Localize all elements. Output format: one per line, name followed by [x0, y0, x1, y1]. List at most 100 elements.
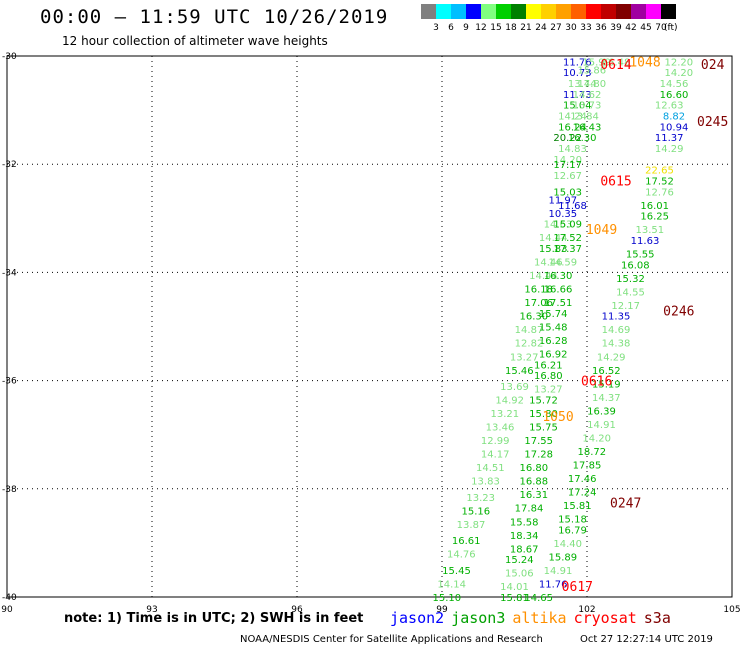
- wave-height-value: 15.16: [462, 506, 491, 517]
- wave-height-value: 16.18: [524, 285, 553, 296]
- wave-height-value: 14.51: [476, 463, 505, 474]
- satellite-label-s3a: s3a: [643, 609, 671, 627]
- wave-height-value: 15.48: [539, 323, 568, 334]
- wave-height-value: 16.25: [640, 212, 669, 223]
- wave-height-value: 13.74: [568, 79, 597, 90]
- wave-height-value: 13.27: [510, 352, 539, 363]
- wave-height-value: 14.24: [558, 112, 587, 123]
- wave-height-value: 14.46: [534, 258, 563, 269]
- pass-time-label: 1050: [542, 410, 573, 425]
- wave-height-value: 17.37: [553, 244, 582, 255]
- wave-height-value: 14.76: [447, 550, 476, 561]
- wave-height-value: 10.94: [660, 122, 689, 133]
- wave-height-value: 8.82: [663, 112, 685, 123]
- wave-height-value: 12.20: [665, 57, 694, 68]
- wave-height-value: 16.48: [602, 57, 631, 68]
- wave-height-value: 15.83: [539, 244, 568, 255]
- wave-height-value: 14.92: [495, 396, 524, 407]
- scale-label: 15: [490, 23, 502, 33]
- scale-swatch: [436, 4, 451, 19]
- pass-time-label: 0247: [610, 496, 641, 511]
- scale-swatch: [631, 4, 646, 19]
- pass-time-label: 0614: [600, 58, 631, 73]
- wave-height-value: 13.27: [534, 385, 563, 396]
- wave-height-value: 16.79: [558, 525, 587, 536]
- scale-swatch: [661, 4, 676, 19]
- scale-swatch: [646, 4, 661, 19]
- credit-line: NOAA/NESDIS Center for Satellite Applica…: [240, 634, 543, 645]
- wave-height-value: 16.31: [520, 490, 549, 501]
- scale-swatch: [451, 4, 466, 19]
- wave-height-value: 14.44: [539, 233, 568, 244]
- pass-time-label: 024: [701, 58, 725, 73]
- wave-height-value: 16.21: [534, 360, 563, 371]
- wave-height-value: 15.45: [442, 566, 471, 577]
- longitude-tick-label: 105: [723, 605, 740, 615]
- page-subtitle: 12 hour collection of altimeter wave hei…: [62, 34, 328, 48]
- scale-label: 45: [640, 23, 652, 33]
- scale-label: 24: [535, 23, 547, 33]
- wave-height-value: 17.17: [553, 160, 582, 171]
- latitude-tick-label: -40: [2, 593, 17, 603]
- satellite-legend: jason2 jason3 altika cryosat s3a: [390, 609, 678, 627]
- wave-height-value: 14.20: [582, 433, 611, 444]
- wave-height-value: 16.88: [520, 477, 549, 488]
- wave-height-value: 16.30: [568, 133, 597, 144]
- wave-height-value: 13.23: [466, 493, 495, 504]
- wave-height-value: 15.74: [539, 309, 568, 320]
- latitude-tick-label: -32: [2, 160, 17, 170]
- wave-height-value: 15.89: [549, 552, 578, 563]
- page-title: 00:00 – 11:59 UTC 10/26/2019: [40, 6, 389, 28]
- pass-time-label: 0245: [697, 115, 728, 130]
- wave-height-value: 15.24: [505, 555, 534, 566]
- wave-height-value: 14.01: [500, 582, 529, 593]
- wave-height-value: 15.75: [529, 423, 558, 434]
- wave-height-value: 14.56: [660, 79, 689, 90]
- scale-label: 36: [595, 23, 607, 33]
- wave-height-value: 15.55: [626, 249, 655, 260]
- wave-height-value: 16.80: [534, 371, 563, 382]
- wave-height-value: 14.29: [655, 144, 684, 155]
- wave-height-value: 12.63: [655, 101, 684, 112]
- wave-height-value: 10.35: [549, 209, 578, 220]
- wave-height-value: 14.91: [544, 566, 573, 577]
- wave-height-value: 13.83: [471, 477, 500, 488]
- wave-height-value: 18.34: [510, 531, 539, 542]
- wave-height-value: 15.18: [558, 515, 587, 526]
- scale-label: 9: [463, 23, 469, 33]
- wave-height-value: 15.81: [563, 501, 592, 512]
- scale-unit: (ft): [664, 23, 678, 33]
- satellite-label-jason3: jason3: [451, 609, 506, 627]
- wave-height-value: 14.29: [597, 352, 626, 363]
- pass-time-label: 0615: [600, 174, 631, 189]
- scale-label: 33: [580, 23, 592, 33]
- wave-height-value: 15.10: [433, 593, 462, 604]
- scale-swatch: [571, 4, 586, 19]
- wave-height-value: 16.43: [573, 122, 602, 133]
- scale-swatch: [586, 4, 601, 19]
- wave-height-value: 13.84: [570, 112, 599, 123]
- pass-time-label: 1049: [586, 223, 617, 238]
- wave-height-value: 14.62: [573, 90, 602, 101]
- satellite-label-altika: altika: [512, 609, 567, 627]
- wave-height-value: 13.51: [636, 225, 665, 236]
- wave-height-value: 18.72: [578, 447, 607, 458]
- map-frame: [6, 55, 733, 598]
- wave-height-value: 14.83: [558, 144, 587, 155]
- satellite-label-jason2: jason2: [390, 609, 445, 627]
- scale-label: 6: [448, 23, 454, 33]
- latitude-tick-label: -30: [2, 52, 17, 62]
- longitude-tick-label: 90: [1, 605, 13, 615]
- wave-height-value: 17.51: [544, 298, 573, 309]
- wave-height-value: 14.40: [553, 539, 582, 550]
- scale-label: 12: [475, 23, 487, 33]
- scale-label: 30: [565, 23, 577, 33]
- wave-height-value: 11.37: [655, 133, 684, 144]
- wave-height-value: 16.08: [621, 260, 650, 271]
- scale-label: 3: [433, 23, 439, 33]
- wave-height-value: 14.20: [665, 68, 694, 79]
- wave-height-value: 14.65: [524, 593, 553, 604]
- longitude-tick-label: 99: [436, 605, 448, 615]
- wave-height-value: 15.46: [505, 366, 534, 377]
